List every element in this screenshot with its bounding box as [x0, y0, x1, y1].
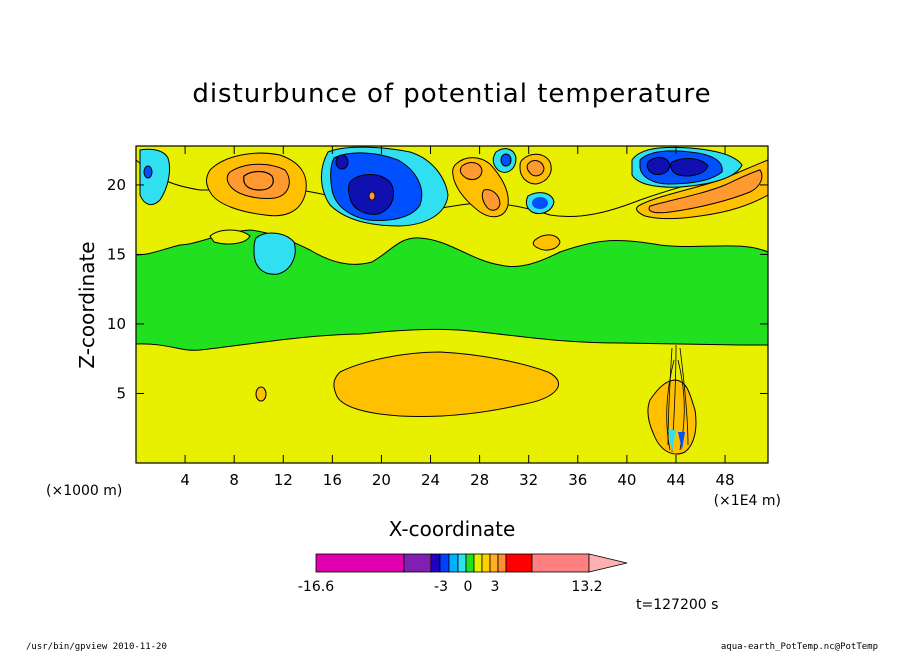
x-tick-label: 20 [372, 471, 391, 489]
colorbar-segment [439, 553, 450, 573]
x-tick-label: 48 [716, 471, 735, 489]
yellow-small-1 [209, 229, 251, 245]
y-tick-label: 10 [107, 315, 126, 333]
x-tick-label: 12 [274, 471, 293, 489]
colorbar-segment [465, 553, 475, 573]
mountain-cyan-tip [668, 430, 676, 452]
colorbar-segment [403, 553, 432, 573]
plot-area [136, 146, 768, 463]
y-tick-label: 5 [116, 384, 126, 402]
darkblue-dot-center [335, 154, 349, 170]
blue-dot-mid [500, 153, 512, 167]
colorbar-segment [430, 553, 441, 573]
x-axis: 4 8 12 16 20 24 28 32 36 40 44 48 [180, 146, 735, 489]
colorbar-segment [473, 553, 483, 573]
x-tick-label: 16 [323, 471, 342, 489]
footer-left: /usr/bin/gpview 2010-11-20 [26, 642, 167, 652]
colorbar-ticks: -16.6 -3 0 3 13.2 [298, 579, 603, 595]
x-tick-label: 40 [617, 471, 636, 489]
footer-right: aqua-earth_PotTemp.nc@PotTemp [720, 642, 878, 652]
colorbar-segment [457, 553, 467, 573]
cyan-region-left [139, 148, 171, 206]
x-tick-label: 36 [568, 471, 587, 489]
orange-blob-1-core [243, 170, 274, 191]
small-blob-left [255, 386, 267, 402]
colorbar-tick-label: 0 [464, 579, 473, 595]
orange-blob-2-inner [481, 189, 501, 211]
x-unit-left: (×1000 m) [46, 483, 122, 499]
y-axis-label: Z-coordinate [75, 241, 99, 368]
x-tick-label: 44 [666, 471, 685, 489]
darkblue-region-right-2 [670, 158, 709, 177]
x-tick-label: 4 [180, 471, 190, 489]
orange-blob-3-inner [526, 160, 545, 177]
colorbar-tick-label: -16.6 [298, 579, 334, 595]
x-tick-label: 28 [470, 471, 489, 489]
x-tick-label: 32 [519, 471, 538, 489]
y-tick-label: 15 [107, 245, 126, 263]
darkblue-region-right [646, 156, 671, 175]
blue-dot-small [532, 197, 548, 209]
time-label: t=127200 s [636, 597, 718, 613]
colorbar-tick-label: 3 [491, 579, 500, 595]
colorbar-segment [481, 553, 491, 573]
colorbar-segment [448, 553, 459, 573]
red-dot-center [368, 191, 376, 201]
chart-title: disturbunce of potential temperature [192, 79, 711, 109]
x-unit-right: (×1E4 m) [714, 493, 781, 509]
mountain-blue-tip [678, 432, 685, 450]
cyan-region-midleft [253, 232, 296, 275]
colorbar-segment [489, 553, 499, 573]
orange-blob-2-top [459, 162, 483, 181]
x-tick-label: 24 [421, 471, 440, 489]
plot-frame [135, 145, 769, 464]
orange-small-1 [532, 234, 561, 251]
colorbar-tick-label: -3 [434, 579, 448, 595]
colorbar-arrow [588, 553, 628, 573]
colorbar-tick-label: 13.2 [571, 579, 602, 595]
colorbar-segment [505, 553, 533, 573]
y-tick-label: 20 [107, 176, 126, 194]
x-axis-label: X-coordinate [389, 517, 516, 541]
x-tick-label: 8 [229, 471, 239, 489]
colorbar-segment [497, 553, 507, 573]
y-axis: 5 10 15 20 [107, 176, 768, 402]
light-orange-blob-center [333, 351, 560, 418]
blue-dot-left [143, 165, 153, 179]
orange-blob-4-inner [648, 169, 763, 214]
colorbar-segment [531, 553, 590, 573]
colorbar [315, 553, 628, 573]
colorbar-segment [315, 553, 405, 573]
